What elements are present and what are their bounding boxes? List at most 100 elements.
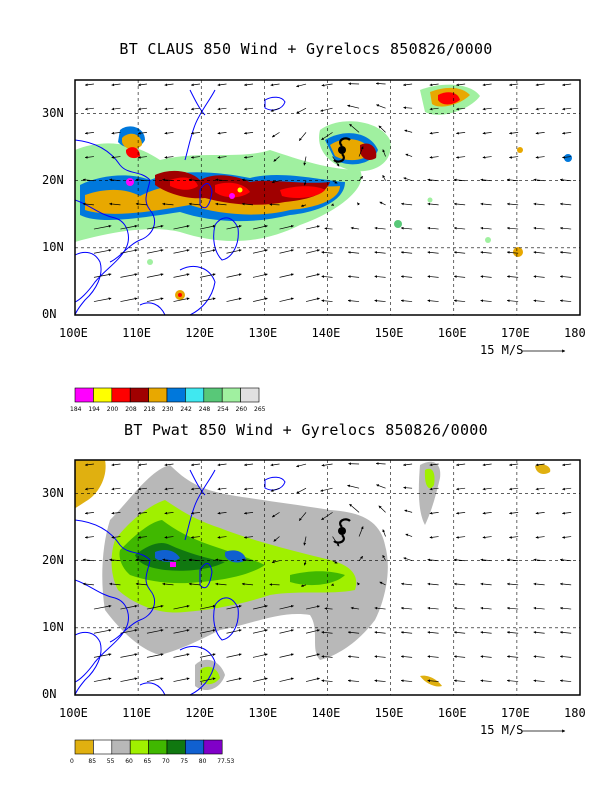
wind-vector bbox=[482, 131, 492, 135]
wind-vector bbox=[279, 297, 294, 302]
wind-vector bbox=[135, 558, 147, 562]
wind-vector bbox=[164, 463, 174, 467]
wind-vector bbox=[164, 83, 174, 87]
wind-vector bbox=[400, 630, 413, 634]
wind-vector bbox=[482, 83, 492, 87]
wind-vector bbox=[535, 535, 545, 539]
wind-vector bbox=[482, 463, 492, 467]
wind-vector bbox=[279, 273, 294, 278]
wind-vector bbox=[429, 83, 439, 87]
panel2-wind-vectors bbox=[82, 462, 572, 683]
wind-vector bbox=[190, 535, 201, 539]
wind-vector bbox=[111, 83, 121, 87]
wind-vector bbox=[535, 511, 545, 515]
wind-vector bbox=[559, 655, 572, 658]
wind-vector bbox=[252, 273, 268, 278]
wind-vector bbox=[120, 629, 138, 634]
wind-vector bbox=[190, 487, 201, 491]
wind-vector bbox=[93, 249, 112, 254]
lon-tick-label: 100E bbox=[59, 706, 88, 720]
wind-vector bbox=[509, 535, 519, 539]
wind-vector bbox=[215, 178, 227, 182]
wind-vector bbox=[217, 155, 227, 159]
wind-vector bbox=[190, 107, 201, 111]
lon-tick-label: 160E bbox=[437, 706, 467, 720]
lon-tick-label: 170E bbox=[500, 326, 530, 340]
colorbar-label: 194 bbox=[88, 406, 100, 413]
wind-vector bbox=[173, 677, 190, 682]
panel1-scale-label: 15 M/S bbox=[480, 343, 524, 357]
wind-vector bbox=[405, 153, 413, 157]
colorbar-swatch bbox=[166, 739, 186, 755]
wind-vector bbox=[535, 487, 545, 491]
lon-tick-label: 150E bbox=[374, 706, 404, 720]
wind-vector bbox=[509, 487, 519, 491]
wind-vector bbox=[188, 202, 201, 206]
wind-vector bbox=[164, 511, 174, 515]
wind-vector bbox=[243, 463, 254, 467]
wind-vector bbox=[347, 275, 360, 278]
wind-vector bbox=[84, 131, 94, 135]
wind-vector bbox=[173, 604, 190, 610]
wind-vector bbox=[120, 604, 138, 610]
wind-vector bbox=[480, 679, 492, 683]
wind-vector bbox=[562, 463, 572, 467]
wind-vector bbox=[137, 463, 148, 467]
colorbar-label: 85 bbox=[88, 758, 97, 765]
wind-vector bbox=[324, 607, 333, 610]
wind-vector bbox=[93, 677, 112, 682]
colorbar-label: 254 bbox=[217, 406, 229, 413]
wind-vector bbox=[482, 511, 492, 515]
wind-vector bbox=[374, 250, 386, 254]
lon-tick-label: 150E bbox=[374, 326, 404, 340]
wind-vector bbox=[374, 630, 386, 634]
wind-vector bbox=[111, 463, 121, 467]
wind-vector bbox=[146, 629, 164, 634]
wind-vector bbox=[162, 202, 174, 206]
wind-vector bbox=[217, 463, 227, 467]
colorbar-label: 200 bbox=[106, 406, 119, 413]
wind-vector bbox=[146, 604, 164, 610]
wind-vector bbox=[374, 606, 386, 610]
wind-vector bbox=[93, 273, 112, 278]
colorbar-label: 208 bbox=[125, 406, 137, 413]
wind-vector bbox=[279, 653, 294, 658]
wind-vector bbox=[252, 653, 268, 658]
wind-vector bbox=[350, 226, 360, 230]
wind-vector bbox=[358, 526, 364, 537]
wind-vector bbox=[84, 107, 94, 111]
wind-vector bbox=[400, 275, 413, 278]
wind-vector bbox=[403, 463, 413, 467]
wind-vector bbox=[190, 511, 201, 515]
wind-vector bbox=[226, 604, 242, 610]
wind-vector bbox=[535, 463, 545, 467]
colorbar-swatch bbox=[203, 387, 223, 403]
wind-vector bbox=[270, 107, 280, 112]
wind-vector bbox=[480, 655, 492, 658]
colorbar-swatch bbox=[148, 739, 168, 755]
wind-vector bbox=[533, 299, 545, 303]
wind-vector bbox=[305, 629, 320, 634]
colorbar-label: 248 bbox=[198, 406, 211, 413]
wind-vector bbox=[400, 299, 413, 303]
colorbar-swatch bbox=[74, 739, 94, 755]
panel2-map bbox=[75, 460, 572, 695]
wind-vector bbox=[559, 679, 572, 683]
wind-vector bbox=[270, 487, 280, 492]
wind-vector bbox=[300, 584, 307, 587]
wind-vector bbox=[456, 107, 466, 111]
wind-vector bbox=[217, 107, 227, 111]
wind-vector bbox=[453, 582, 466, 586]
colorbar-label: 265 bbox=[254, 406, 266, 413]
wind-vector bbox=[93, 629, 112, 634]
wind-vector bbox=[533, 630, 545, 634]
lon-tick-label: 120E bbox=[185, 326, 215, 340]
wind-vector bbox=[173, 297, 190, 302]
wind-vector bbox=[374, 299, 386, 303]
wind-vector bbox=[429, 511, 439, 515]
colorbar-swatch bbox=[185, 739, 205, 755]
wind-vector bbox=[374, 679, 386, 683]
wind-vector bbox=[226, 297, 242, 302]
wind-vector bbox=[279, 249, 294, 254]
wind-vector bbox=[358, 555, 364, 561]
